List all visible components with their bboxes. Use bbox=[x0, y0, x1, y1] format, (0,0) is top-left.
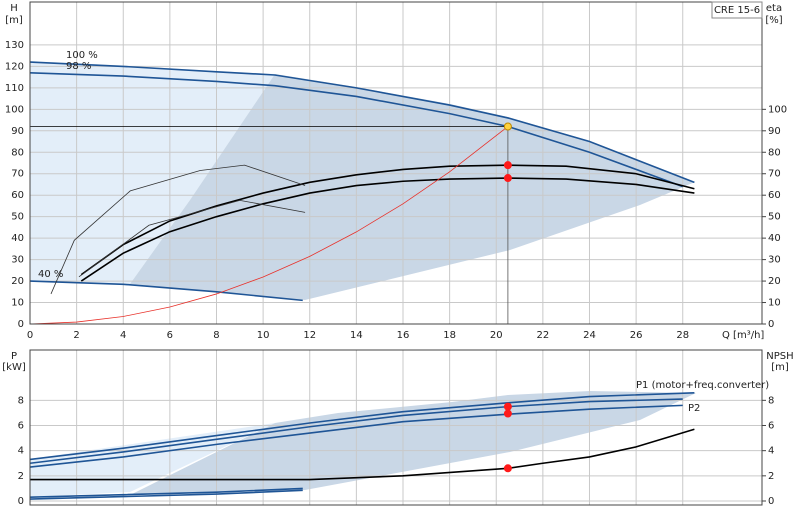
data-point bbox=[503, 161, 512, 170]
y2-tick-label: 6 bbox=[768, 421, 774, 432]
y-tick-label: 40 bbox=[11, 233, 24, 244]
plot-top bbox=[30, 2, 762, 324]
y-label: P bbox=[11, 351, 17, 362]
y2-tick-label: 70 bbox=[768, 169, 781, 180]
y-tick-label: 130 bbox=[5, 40, 24, 51]
series-line bbox=[30, 398, 683, 465]
y2-unit: [m] bbox=[771, 362, 789, 373]
title-box bbox=[711, 1, 763, 19]
y-tick-label: 60 bbox=[11, 190, 24, 201]
series-line bbox=[30, 61, 695, 184]
series-line bbox=[30, 126, 509, 324]
y-tick-label: 100 bbox=[5, 104, 24, 115]
y2-tick-label: 60 bbox=[768, 190, 781, 201]
y2-label: NPSH bbox=[766, 351, 793, 362]
series-label: 100 % bbox=[66, 50, 98, 61]
y2-tick-label: 40 bbox=[768, 233, 781, 244]
x-tick-label: 16 bbox=[397, 330, 410, 341]
series-line bbox=[80, 177, 695, 282]
series-line bbox=[30, 489, 303, 500]
y2-tick-label: 2 bbox=[768, 471, 774, 482]
frame bbox=[29, 1, 763, 325]
x-tick-label: 0 bbox=[27, 330, 33, 341]
data-point bbox=[503, 174, 512, 183]
series-line bbox=[30, 72, 684, 188]
x-tick-label: 28 bbox=[676, 330, 689, 341]
x-tick-label: 10 bbox=[257, 330, 270, 341]
x-tick-label: 8 bbox=[213, 330, 219, 341]
y-tick-label: 30 bbox=[11, 255, 24, 266]
series-line bbox=[30, 391, 695, 461]
x-tick-label: 20 bbox=[490, 330, 503, 341]
y2-tick-label: 20 bbox=[768, 276, 781, 287]
series-line bbox=[78, 199, 306, 278]
y2-unit: [%] bbox=[765, 15, 782, 26]
series-line bbox=[30, 280, 303, 302]
series-line bbox=[30, 404, 683, 468]
y-label: H bbox=[10, 3, 18, 14]
y-tick-label: 80 bbox=[11, 147, 24, 158]
x-tick-label: 24 bbox=[583, 330, 596, 341]
y-tick-label: 20 bbox=[11, 276, 24, 287]
y2-tick-label: 90 bbox=[768, 126, 781, 137]
series-line bbox=[30, 487, 303, 499]
x-label: Q [m³/h] bbox=[722, 330, 764, 341]
y-tick-label: 0 bbox=[18, 496, 24, 507]
y-tick-label: 90 bbox=[11, 126, 24, 137]
series-line bbox=[80, 164, 695, 276]
series-label: 40 % bbox=[38, 269, 63, 280]
data-point bbox=[503, 122, 512, 131]
chart-title: CRE 15-6 bbox=[714, 5, 760, 16]
y2-tick-label: 100 bbox=[768, 104, 787, 115]
y-tick-label: 120 bbox=[5, 61, 24, 72]
data-point bbox=[503, 409, 512, 418]
y2-tick-label: 80 bbox=[768, 147, 781, 158]
y-tick-label: 0 bbox=[18, 319, 24, 330]
series-line bbox=[30, 428, 695, 481]
y-tick-label: 70 bbox=[11, 169, 24, 180]
x-tick-label: 12 bbox=[303, 330, 316, 341]
series-label: P2 bbox=[688, 403, 700, 414]
y2-tick-label: 30 bbox=[768, 255, 781, 266]
series-label: P1 (motor+freq.converter) bbox=[636, 380, 769, 391]
y2-tick-label: 0 bbox=[768, 496, 774, 507]
y-tick-label: 10 bbox=[11, 298, 24, 309]
x-tick-label: 4 bbox=[120, 330, 126, 341]
y-tick-label: 6 bbox=[18, 421, 24, 432]
y-unit: [m] bbox=[5, 15, 23, 26]
y2-tick-label: 50 bbox=[768, 212, 781, 223]
x-tick-label: 22 bbox=[536, 330, 549, 341]
y2-tick-label: 4 bbox=[768, 446, 774, 457]
y-tick-label: 110 bbox=[5, 83, 24, 94]
x-tick-label: 14 bbox=[350, 330, 363, 341]
x-tick-label: 6 bbox=[167, 330, 173, 341]
x-tick-label: 2 bbox=[73, 330, 79, 341]
data-point bbox=[503, 464, 512, 473]
x-tick-label: 18 bbox=[443, 330, 456, 341]
y-unit: [kW] bbox=[2, 362, 26, 373]
series-line bbox=[50, 164, 306, 295]
series-label: 98 % bbox=[66, 61, 91, 72]
y2-label: eta bbox=[766, 3, 782, 14]
data-point bbox=[503, 402, 512, 411]
y2-tick-label: 0 bbox=[768, 319, 774, 330]
y2-tick-label: 8 bbox=[768, 395, 774, 406]
y2-tick-label: 10 bbox=[768, 298, 781, 309]
x-tick-label: 26 bbox=[630, 330, 643, 341]
frame bbox=[29, 349, 763, 506]
plot-bottom bbox=[30, 350, 762, 505]
y-tick-label: 50 bbox=[11, 212, 24, 223]
y-tick-label: 4 bbox=[18, 446, 24, 457]
y-tick-label: 2 bbox=[18, 471, 24, 482]
y-tick-label: 8 bbox=[18, 395, 24, 406]
